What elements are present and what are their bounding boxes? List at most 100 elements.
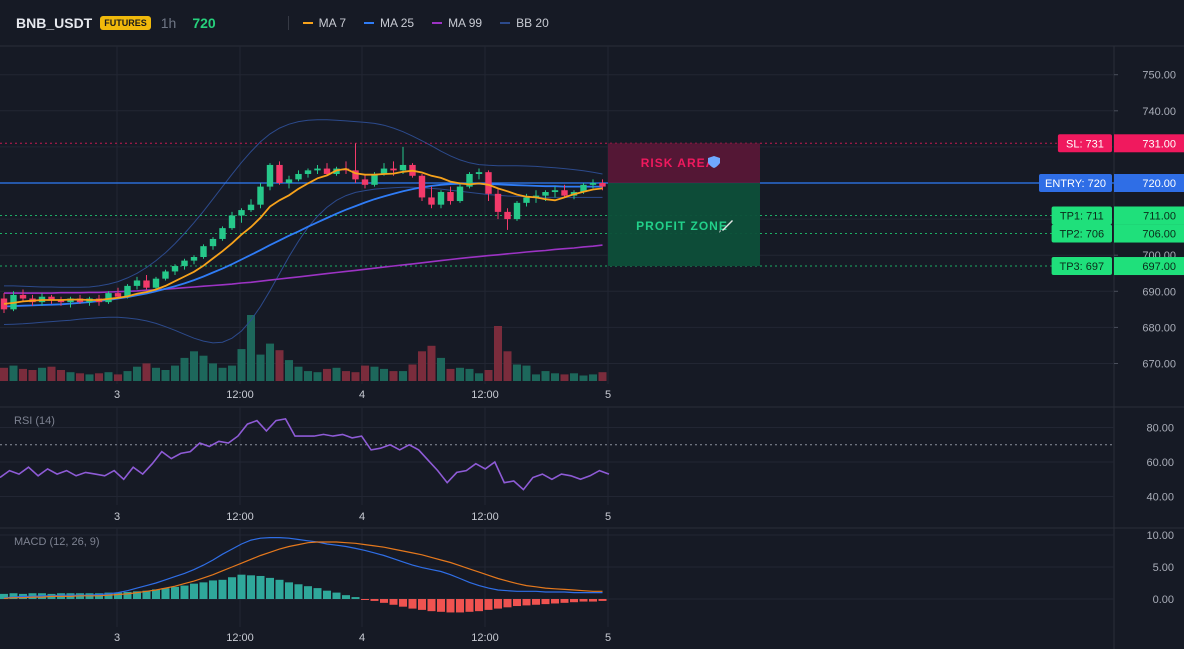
risk-area-label: RISK AREA — [641, 156, 716, 170]
candle-body — [247, 204, 255, 211]
macd-tick-label: 5.00 — [1153, 562, 1174, 574]
legend-ma7[interactable]: MA 7 — [302, 16, 346, 30]
volume-bar — [342, 371, 350, 381]
tp3-tag — [1051, 257, 1112, 276]
candle — [266, 163, 274, 191]
macd-histogram-bar — [465, 599, 474, 612]
time-tick-label: 5 — [605, 389, 611, 401]
legend-bb20[interactable]: BB 20 — [500, 16, 549, 30]
macd-histogram-bar — [123, 591, 132, 599]
candle-body — [48, 296, 55, 301]
price-tick-label: 680.00 — [1142, 322, 1176, 334]
candle-body — [57, 300, 65, 303]
candle-body — [314, 168, 321, 171]
tp3-price-label: 697.00 — [1142, 261, 1176, 273]
macd-histogram-bar — [218, 579, 227, 599]
volume-bar — [180, 357, 189, 381]
candle-body — [361, 179, 369, 185]
legend-ma99[interactable]: MA 99 — [432, 16, 482, 30]
volume-bar — [484, 370, 493, 381]
volume-bar — [332, 367, 341, 381]
macd-histogram-bar — [266, 577, 274, 599]
ma7-line — [3, 167, 603, 305]
macd-histogram-bar — [133, 591, 141, 599]
volume-bar — [418, 351, 426, 381]
candle-body — [437, 192, 445, 205]
candle-body — [257, 186, 264, 205]
rsi-title: RSI (14) — [14, 415, 55, 427]
volume-bar — [304, 371, 312, 381]
macd-histogram-bar — [256, 575, 265, 599]
candle — [209, 237, 217, 250]
volume-bar — [399, 371, 407, 381]
macd-tick-label: 10.00 — [1146, 530, 1174, 542]
volume-bar — [275, 350, 284, 381]
candle-body — [266, 164, 274, 187]
legend-ma25[interactable]: MA 25 — [364, 16, 414, 30]
time-tick-label: 5 — [605, 511, 611, 523]
volume-bar — [104, 372, 113, 381]
candle-body — [485, 172, 492, 194]
volume-bar — [114, 374, 122, 381]
rsi-pane[interactable]: 80.00 60.00 40.00 — [0, 418, 1174, 504]
entry-price-label: 720.00 — [1142, 178, 1176, 190]
macd-histogram-bar — [142, 590, 151, 599]
legend-swatch-ma99 — [432, 22, 443, 24]
volume-bar — [123, 371, 132, 381]
macd-histogram-bar — [237, 574, 246, 599]
time-tick-label: 12:00 — [226, 389, 254, 401]
volume-bar — [152, 367, 160, 381]
entry-tag — [1039, 174, 1112, 192]
macd-pane[interactable]: 10.00 5.00 0.00 — [0, 530, 1174, 613]
volume-bar — [503, 351, 512, 381]
macd-histogram-bar — [541, 599, 550, 605]
macd-histogram-bar — [247, 575, 255, 599]
macd-histogram-bar — [342, 595, 350, 599]
candle — [181, 258, 188, 270]
volume-bar — [456, 367, 464, 381]
candle-body — [209, 238, 217, 247]
candle — [504, 208, 511, 230]
macd-histogram-bar — [475, 599, 483, 612]
macd-histogram-bar — [294, 584, 303, 599]
candle — [428, 186, 435, 209]
macd-histogram-bar — [180, 585, 189, 599]
candle-body — [190, 257, 198, 261]
macd-histogram-bar — [380, 599, 388, 603]
tp1-price-box — [1114, 206, 1184, 225]
candle — [466, 172, 473, 189]
time-tick-label: 4 — [359, 511, 365, 523]
candle — [133, 276, 141, 290]
candle — [247, 199, 255, 212]
candle — [323, 163, 331, 176]
candle — [447, 186, 454, 205]
legend-swatch-ma25 — [364, 22, 375, 24]
candle — [295, 170, 302, 182]
time-tick-label: 12:00 — [226, 632, 254, 644]
price-pane[interactable]: RISK AREA PROFIT ZONE — [0, 119, 1114, 381]
legend-label-ma25: MA 25 — [380, 16, 415, 30]
candle-body — [276, 164, 283, 183]
candle-body — [162, 271, 169, 279]
candle-body — [504, 211, 511, 220]
timeframe-label[interactable]: 1h — [160, 15, 177, 31]
volume-bar — [446, 368, 455, 381]
candle-body — [399, 164, 407, 171]
candle — [475, 168, 483, 180]
symbol-name[interactable]: BNB_USDT — [16, 15, 93, 31]
time-tick-label: 12:00 — [226, 511, 254, 523]
candle — [551, 186, 559, 198]
candle — [561, 184, 568, 198]
candle-body — [428, 197, 435, 205]
macd-histogram-bar — [399, 599, 407, 607]
candle — [190, 255, 198, 265]
time-tick-label: 3 — [114, 632, 120, 644]
candle-body — [200, 246, 207, 258]
bb-upper-line — [4, 119, 603, 288]
candle-body — [228, 215, 236, 229]
macd-histogram-bar — [323, 590, 331, 599]
volume-bar — [9, 365, 18, 381]
price-axis[interactable]: 750.00740.00730.00720.00710.00700.00690.… — [1039, 70, 1184, 371]
sl-price-box — [1114, 134, 1184, 153]
